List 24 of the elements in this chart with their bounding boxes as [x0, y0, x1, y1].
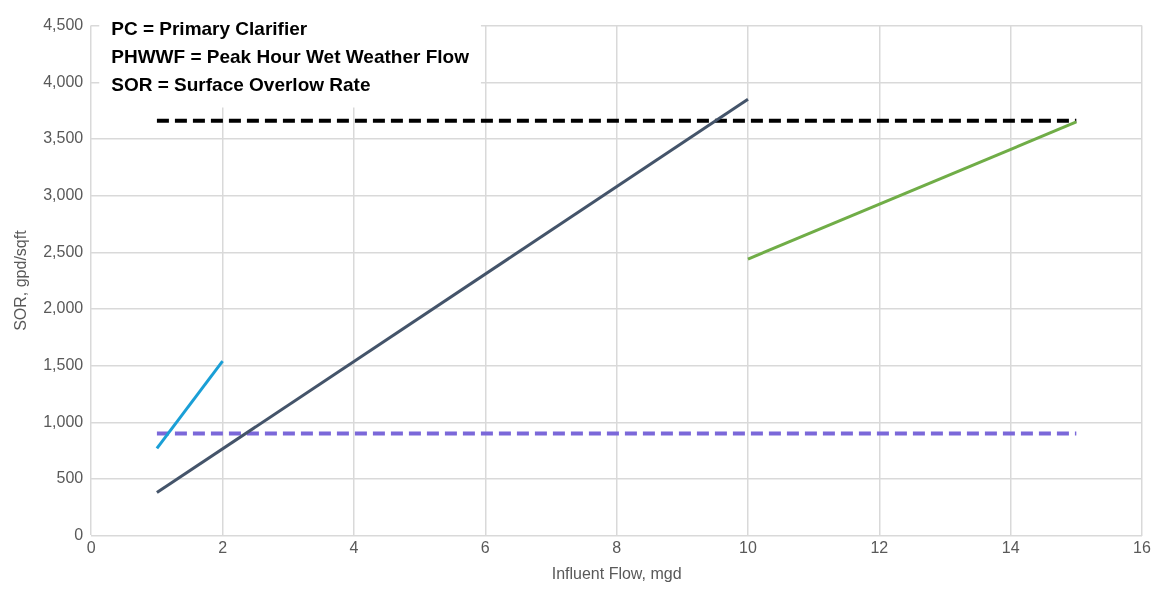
x-tick-label: 0	[86, 538, 96, 556]
y-tick-label: 4,000	[43, 72, 84, 90]
x-tick-label: 16	[1133, 538, 1151, 556]
x-tick-label: 6	[480, 538, 490, 556]
y-tick-label: 500	[56, 469, 84, 487]
annotation: PC = Primary Clarifier	[111, 17, 308, 39]
x-tick-label: 2	[218, 538, 228, 556]
annotation: SOR = Surface Overlow Rate	[111, 73, 371, 95]
y-tick-label: 1,000	[43, 412, 84, 430]
x-tick-label: 10	[739, 538, 757, 556]
y-tick-label: 3,500	[43, 129, 84, 147]
annotation: PHWWF = Peak Hour Wet Weather Flow	[111, 45, 470, 67]
y-tick-label: 0	[74, 526, 84, 544]
x-axis-title: Influent Flow, mgd	[551, 564, 682, 582]
y-tick-label: 4,500	[43, 16, 84, 34]
y-axis-title: SOR, gpd/sqft	[12, 229, 30, 331]
x-tick-label: 4	[349, 538, 359, 556]
x-tick-label: 12	[870, 538, 889, 556]
y-tick-label: 2,000	[43, 299, 84, 317]
y-tick-label: 3,000	[43, 186, 84, 204]
y-tick-label: 2,500	[43, 242, 84, 260]
x-tick-label: 8	[612, 538, 622, 556]
x-tick-label: 14	[1001, 538, 1020, 556]
y-tick-label: 1,500	[43, 356, 84, 374]
